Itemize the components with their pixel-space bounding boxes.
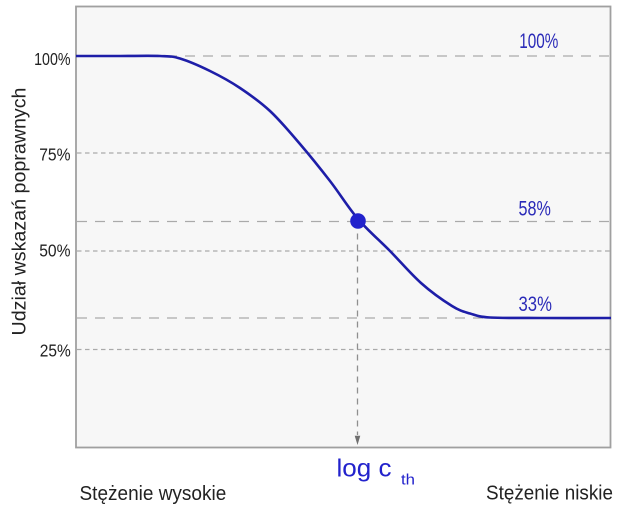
svg-text:Stężenie wysokie: Stężenie wysokie <box>80 483 227 505</box>
svg-text:33%: 33% <box>519 293 553 316</box>
svg-text:100%: 100% <box>34 51 70 70</box>
svg-text:25%: 25% <box>40 341 71 361</box>
svg-text:Stężenie niskie: Stężenie niskie <box>486 483 613 505</box>
svg-text:75%: 75% <box>39 145 71 165</box>
svg-text:Udział wskazań poprawnych: Udział wskazań poprawnych <box>9 88 31 336</box>
svg-text:log c: log c <box>337 455 392 483</box>
svg-text:100%: 100% <box>519 29 558 53</box>
svg-text:50%: 50% <box>39 241 71 261</box>
svg-text:th: th <box>401 472 415 489</box>
svg-text:58%: 58% <box>519 196 551 220</box>
